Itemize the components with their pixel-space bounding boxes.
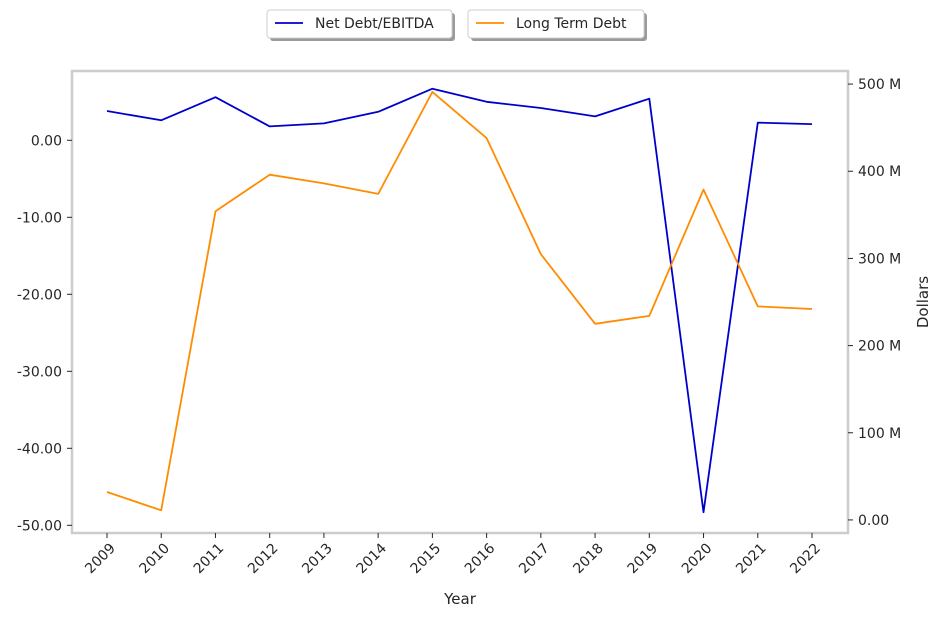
y-right-tick-label: 200 M — [858, 339, 901, 355]
legend-item: Net Debt/EBITDA — [266, 9, 455, 41]
x-tick-label: 2010 — [137, 541, 174, 578]
x-tick-label: 2019 — [625, 541, 662, 578]
y-left-tick-label: -30.00 — [17, 364, 62, 380]
legend: Net Debt/EBITDA Long Term Debt — [266, 9, 647, 41]
series-line-long-term-debt — [106, 91, 813, 512]
y-left-tick-label: -50.00 — [17, 518, 62, 534]
x-tick-label: 2014 — [353, 540, 390, 577]
y-axis-left: 0.00 -10.00 -20.00 -30.00 -40.00 -50.00 — [17, 133, 72, 534]
legend-item: Long Term Debt — [467, 9, 647, 41]
x-tick-label: 2018 — [570, 541, 607, 578]
x-tick-label: 2022 — [787, 541, 824, 578]
x-axis-title: Year — [443, 590, 477, 608]
y-axis-right-title: Dollars — [914, 276, 932, 328]
legend-box — [266, 9, 453, 39]
legend-label: Long Term Debt — [516, 16, 627, 32]
plot-frame — [70, 69, 850, 535]
x-tick-label: 2015 — [408, 541, 445, 578]
x-tick-label: 2016 — [462, 540, 499, 577]
y-right-tick-label: 300 M — [858, 251, 901, 267]
x-tick-label: 2011 — [191, 541, 228, 578]
y-right-tick-label: 100 M — [858, 426, 901, 442]
plot-area — [70, 69, 850, 535]
y-right-tick-label: 0.00 — [858, 513, 889, 529]
x-tick-label: 2012 — [245, 541, 282, 578]
y-left-tick-label: -20.00 — [17, 287, 62, 303]
y-left-tick-label: 0.00 — [31, 133, 62, 149]
legend-box — [467, 9, 645, 39]
series-line-net-debt-ebitda — [106, 87, 813, 514]
x-tick-label: 2020 — [679, 541, 716, 578]
x-tick-label: 2009 — [82, 541, 119, 578]
x-tick-label: 2013 — [299, 541, 336, 578]
x-axis: 2009 2010 2011 2012 2013 2014 2015 2016 2017 2018… — [82, 533, 824, 577]
y-left-tick-label: -40.00 — [17, 441, 62, 457]
x-tick-label: 2021 — [733, 541, 770, 578]
y-right-tick-label: 500 M — [858, 77, 901, 93]
y-axis-right: 0.00 100 M 200 M 300 M 400 M 500 M — [848, 77, 901, 529]
x-tick-label: 2017 — [516, 541, 553, 578]
legend-label: Net Debt/EBITDA — [315, 16, 434, 32]
y-left-tick-label: -10.00 — [17, 210, 62, 226]
y-right-tick-label: 400 M — [858, 164, 901, 180]
